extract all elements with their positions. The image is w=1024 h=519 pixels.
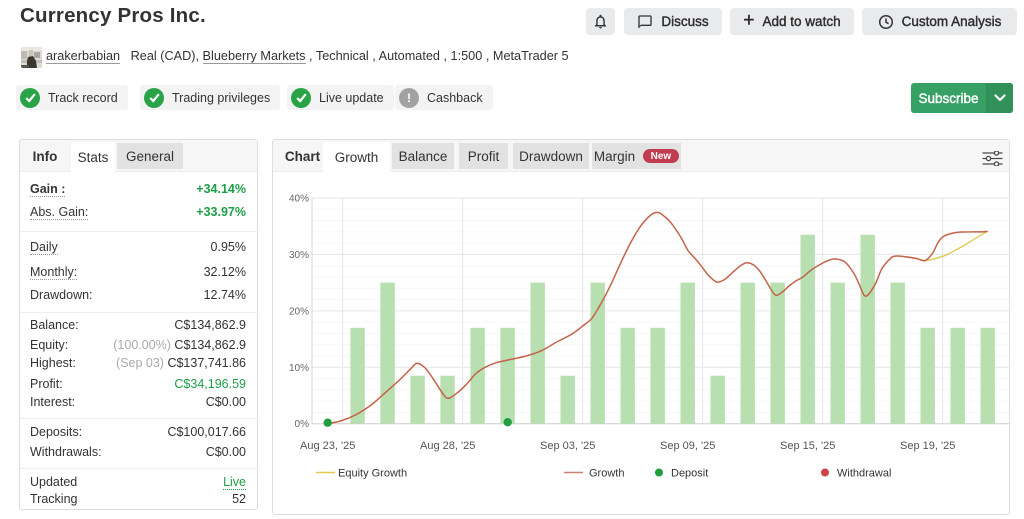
- svg-text:Sep 09, '25: Sep 09, '25: [660, 440, 715, 452]
- svg-text:Sep 03, '25: Sep 03, '25: [540, 440, 595, 452]
- svg-text:Sep 19, '25: Sep 19, '25: [900, 440, 955, 452]
- svg-text:Growth: Growth: [589, 468, 624, 480]
- svg-text:Aug 23, '25: Aug 23, '25: [300, 440, 355, 452]
- svg-text:10%: 10%: [289, 363, 309, 374]
- svg-text:Sep 15, '25: Sep 15, '25: [780, 440, 835, 452]
- svg-text:Aug 28, '25: Aug 28, '25: [420, 440, 475, 452]
- svg-text:Deposit: Deposit: [671, 468, 708, 480]
- svg-text:0%: 0%: [295, 419, 310, 430]
- svg-text:20%: 20%: [289, 306, 309, 317]
- svg-text:30%: 30%: [289, 250, 309, 261]
- svg-text:Equity Growth: Equity Growth: [338, 468, 407, 480]
- svg-text:40%: 40%: [289, 194, 309, 205]
- svg-text:Withdrawal: Withdrawal: [837, 468, 891, 480]
